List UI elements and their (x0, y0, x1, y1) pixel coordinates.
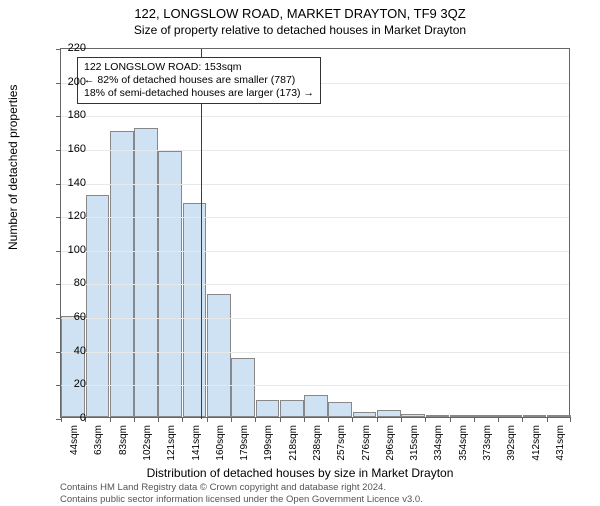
bar (134, 128, 158, 417)
bar (110, 131, 134, 417)
xtick-label: 179sqm (239, 425, 250, 461)
xtick-label: 315sqm (409, 425, 420, 461)
xtick-label: 141sqm (191, 425, 202, 461)
xtick-label: 160sqm (215, 425, 226, 461)
bar (280, 400, 304, 417)
xtick-label: 238sqm (312, 425, 323, 461)
bar (304, 395, 328, 417)
ytick-label: 40 (46, 345, 86, 357)
xtick-label: 334sqm (433, 425, 444, 461)
xtick-label: 412sqm (531, 425, 542, 461)
ytick-label: 140 (46, 177, 86, 189)
page-title: 122, LONGSLOW ROAD, MARKET DRAYTON, TF9 … (0, 0, 600, 21)
xtick-label: 373sqm (482, 425, 493, 461)
bar (353, 412, 377, 417)
bar (328, 402, 352, 417)
xtick-label: 121sqm (166, 425, 177, 461)
ytick-label: 160 (46, 143, 86, 155)
xtick-label: 83sqm (118, 425, 129, 455)
x-axis-label: Distribution of detached houses by size … (0, 466, 600, 480)
xtick-label: 44sqm (69, 425, 80, 455)
bar (498, 415, 522, 417)
chart-plot-area: 122 LONGSLOW ROAD: 153sqm ← 82% of detac… (60, 48, 570, 418)
bar (401, 414, 425, 417)
xtick-label: 392sqm (506, 425, 517, 461)
bar (207, 294, 231, 417)
ytick-label: 80 (46, 277, 86, 289)
bar (523, 415, 547, 417)
bar (231, 358, 255, 417)
bar (86, 195, 110, 417)
xtick-label: 102sqm (142, 425, 153, 461)
xtick-label: 63sqm (93, 425, 104, 455)
ytick-label: 180 (46, 109, 86, 121)
annotation-line-2: ← 82% of detached houses are smaller (78… (84, 74, 314, 87)
ytick-label: 20 (46, 378, 86, 390)
page-subtitle: Size of property relative to detached ho… (0, 21, 600, 37)
annotation-line-3: 18% of semi-detached houses are larger (… (84, 87, 314, 100)
bar (450, 415, 474, 417)
xtick-label: 296sqm (385, 425, 396, 461)
bar (547, 415, 571, 417)
xtick-label: 257sqm (336, 425, 347, 461)
xtick-label: 276sqm (361, 425, 372, 461)
ytick-label: 120 (46, 210, 86, 222)
ytick-label: 0 (46, 412, 86, 424)
bar (61, 316, 85, 417)
annotation-line-1: 122 LONGSLOW ROAD: 153sqm (84, 61, 314, 74)
xtick-label: 218sqm (288, 425, 299, 461)
bar (377, 410, 401, 417)
bar (474, 415, 498, 417)
xtick-label: 354sqm (458, 425, 469, 461)
xtick-label: 199sqm (263, 425, 274, 461)
y-axis-label: Number of detached properties (6, 85, 20, 250)
footnote-line-1: Contains HM Land Registry data © Crown c… (60, 482, 423, 494)
reference-marker-line (201, 49, 202, 419)
ytick-label: 200 (46, 76, 86, 88)
bar (426, 415, 450, 417)
footnotes: Contains HM Land Registry data © Crown c… (60, 482, 423, 506)
ytick-label: 60 (46, 311, 86, 323)
ytick-label: 220 (46, 42, 86, 54)
annotation-box: 122 LONGSLOW ROAD: 153sqm ← 82% of detac… (77, 57, 321, 104)
ytick-label: 100 (46, 244, 86, 256)
xtick-label: 431sqm (555, 425, 566, 461)
bar (256, 400, 280, 417)
